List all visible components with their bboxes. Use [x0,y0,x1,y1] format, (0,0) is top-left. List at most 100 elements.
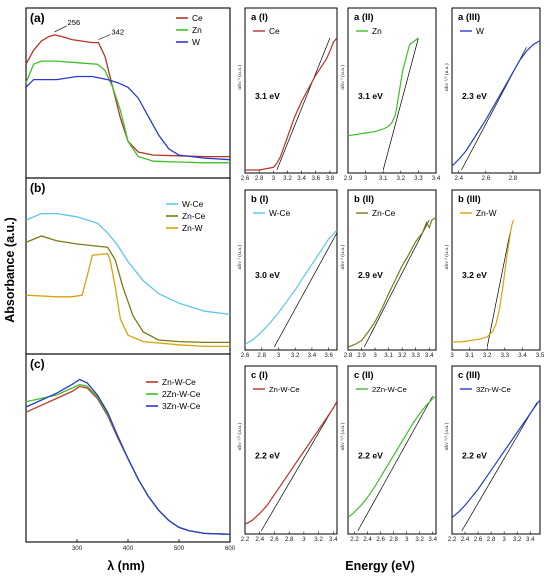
tauc-curve-bI [245,229,337,346]
x-tick-label-cII-6: 3.4 [428,536,437,543]
x-tick-label-bII-5: 3.3 [411,352,420,359]
x-tick-label-aIII-1: 2.6 [482,175,491,182]
subpanel-frame-aI [244,7,338,174]
x-tick-label-bIII-1: 3.1 [465,352,474,359]
tauc-curve-bIII [452,219,515,343]
x-tick-label-aI-2: 3 [272,175,276,182]
x-tick-label-c-2: 500 [174,545,185,552]
y-axis-label-aI: αhν ² (u.a.) [236,65,243,90]
x-tick-label-cIII-4: 3 [502,536,506,543]
panel-c-frame [25,353,231,543]
x-tick-label-bIII-3: 3.3 [500,352,509,359]
x-tick-label-cI-2: 2.6 [270,536,279,543]
x-tick-label-c-0: 300 [72,545,83,552]
x-tick-label-aIII-0: 2.4 [454,175,463,182]
x-tick-label-cIII-1: 2.4 [461,536,470,543]
series-line-b-2 [25,252,230,348]
subpanel-title-cII: c (II) [354,370,374,381]
x-tick-label-bIII-2: 3.2 [483,352,492,359]
chart-layer: (a) Ce Zn W 256 342 (b) W-Ce Zn-Ce Zn-W (c) Zn-W-Ce… [25,7,545,552]
tauc-curve-aII [348,37,419,137]
legend-label-b-2: Zn-W [182,223,203,233]
subpanel-aII: a (II) Zn 3.1 eV αhν ² (u.a.) 2.9 3 3.1 3.2 3.3 3… [339,7,441,182]
band-gap-label-cI: 2.2 eV [255,450,280,460]
main-y-axis-label: Absorbance (a.u.) [3,217,17,323]
x-tick-label-cIII-3: 2.8 [487,536,496,543]
x-tick-label-aI-4: 3.4 [297,175,306,182]
legend-label-a-1: Zn [192,25,202,35]
x-tick-label-bI-3: 3.2 [291,352,300,359]
x-tick-label-cIII-5: 3.2 [513,536,522,543]
x-tick-label-aII-1: 3 [364,175,368,182]
x-tick-label-aI-3: 3.2 [283,175,292,182]
y-axis-label-bIII: αhν ² (u.a.) [443,245,450,270]
legend-label-b-0: W-Ce [182,199,204,209]
x-tick-label-cIII-2: 2.6 [474,536,483,543]
y-axis-label-cI: αhν ¹/² (a.u.) [236,423,243,451]
tauc-curve-aI [245,37,337,171]
legend-label-bI: W-Ce [269,208,291,218]
x-tick-label-bII-6: 3.4 [425,352,434,359]
subpanel-title-bIII: b (III) [458,194,481,205]
main-x-axis-label: λ (nm) [107,559,145,573]
subpanel-title-bI: b (I) [251,194,268,205]
subpanel-title-aII: a (II) [354,12,374,23]
legend-label-a-0: Ce [192,13,203,23]
x-tick-label-cI-5: 3.2 [314,536,323,543]
fit-line-aII [382,37,419,171]
band-gap-label-bIII: 3.2 eV [462,270,487,280]
x-tick-label-bI-4: 3.4 [308,352,317,359]
y-axis-label-aIII: αhν ¹/² (u.a.) [443,63,450,91]
x-tick-label-bII-2: 3 [373,352,377,359]
subpanel-frame-bIII [451,189,541,351]
x-tick-label-cII-0: 2.2 [350,536,359,543]
x-tick-label-bII-0: 2.8 [344,352,353,359]
tauc-curve-aIII [452,40,540,167]
tauc-curve-cIII [452,399,540,518]
tauc-curve-cII [348,395,436,518]
band-gap-label-aI: 3.1 eV [255,91,280,101]
series-line-a-0 [25,34,230,158]
series-line-a-1 [25,60,230,164]
y-axis-label-aII: αhν ² (u.a.) [339,65,346,90]
subpanel-aIII: a (III) W 2.3 eV αhν ¹/² (u.a.) 2.4 2.6 2.8 [443,7,541,182]
x-tick-label-bIII-4: 3.4 [518,352,527,359]
x-tick-label-c-3: 600 [225,545,236,552]
panel-c: (c) Zn-W-Ce 2Zn-W-Ce 3Zn-W-Ce 300 400 500 600 [25,353,236,552]
band-gap-label-bI: 3.0 eV [255,270,280,280]
panel-label-c: (c) [30,357,45,371]
panel-a: (a) Ce Zn W 256 342 [25,7,231,179]
panel-label-a: (a) [30,11,45,25]
x-tick-label-cII-4: 3 [405,536,409,543]
x-tick-label-aII-3: 3.2 [396,175,405,182]
subpanel-frame-cIII [451,365,541,535]
subpanel-bIII: b (III) Zn-W 3.2 eV αhν ² (u.a.) 3 3.1 3.2 3.3 3… [443,189,545,359]
subpanel-bI: b (I)W-Ce 3.0 eV αhν ² (u.a.) 2.6 2.8 3 3.2 3.4… [236,189,338,359]
fit-line-bI [273,232,337,348]
panel-b: (b) W-Ce Zn-Ce Zn-W [25,177,231,355]
band-gap-label-cIII: 2.2 eV [462,450,487,460]
series-line-a-2 [25,75,231,161]
peak-label-342: 342 [111,28,124,37]
legend-label-bII: Zn-Ce [372,208,396,218]
series-line-b-1 [25,235,230,344]
series-line-b-0 [25,212,231,316]
x-tick-label-bII-4: 3.2 [398,352,407,359]
x-tick-label-cII-2: 2.6 [376,536,385,543]
fit-line-cII [357,395,434,532]
band-gap-label-aIII: 2.3 eV [462,91,487,101]
x-tick-label-cI-3: 2.8 [285,536,294,543]
subpanel-frame-cII [347,365,437,535]
x-tick-label-cII-5: 3.2 [415,536,424,543]
band-gap-label-aII: 3.1 eV [358,91,383,101]
legend-label-aII: Zn [372,26,382,36]
band-gap-label-bII: 2.9 eV [358,270,383,280]
x-tick-label-cII-3: 2.8 [389,536,398,543]
x-tick-label-bI-2: 3 [277,352,281,359]
x-tick-label-aI-1: 2.8 [255,175,264,182]
band-gap-label-cII: 2.2 eV [358,450,383,460]
legend-label-a-2: W [192,37,200,47]
subpanel-aI: a (I)Ce 3.1 eV αhν ² (u.a.) 2.6 2.8 3 3.2 3.4 3.… [236,7,338,182]
fit-line-bII [363,219,430,348]
